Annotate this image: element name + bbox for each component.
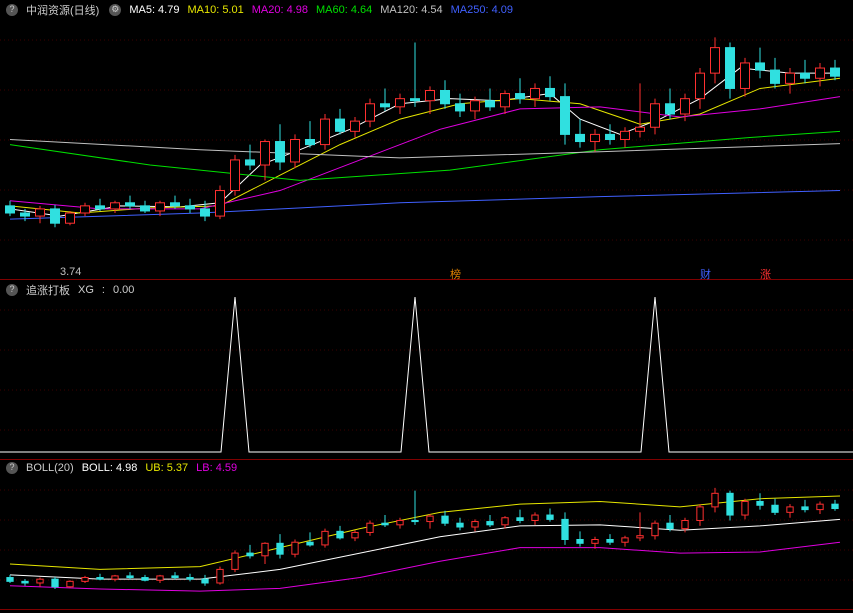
indicator-panel[interactable]: ? 追涨打板 XG: 0.00	[0, 280, 853, 460]
ma-readout: MA5: 4.79 MA10: 5.01 MA20: 4.98 MA60: 4.64 M…	[129, 4, 521, 16]
boll-label-ub: UB: 5.37	[145, 462, 188, 474]
info-icon[interactable]: ?	[6, 462, 18, 474]
ma-label-ma10: MA10: 5.01	[187, 4, 243, 16]
boll-panel[interactable]: ? BOLL(20) BOLL: 4.98 UB: 5.37 LB: 4.59	[0, 460, 853, 610]
boll-header: ? BOLL(20) BOLL: 4.98 UB: 5.37 LB: 4.59	[4, 462, 245, 474]
boll-label-lb: LB: 4.59	[196, 462, 237, 474]
marker-榜: 榜	[450, 266, 461, 282]
boll-svg[interactable]	[0, 460, 853, 610]
boll-title: BOLL(20)	[26, 462, 74, 474]
indicator-xg-label: XG	[78, 284, 94, 296]
main-chart-svg[interactable]	[0, 0, 853, 280]
main-panel-header: ? 中润资源(日线) ⚙ MA5: 4.79 MA10: 5.01 MA20: 4.…	[4, 2, 521, 18]
main-candlestick-panel[interactable]: ? 中润资源(日线) ⚙ MA5: 4.79 MA10: 5.01 MA20: 4.…	[0, 0, 853, 280]
indicator-header: ? 追涨打板 XG: 0.00	[4, 282, 134, 298]
ma-label-ma60: MA60: 4.64	[316, 4, 372, 16]
settings-icon[interactable]: ⚙	[109, 4, 121, 16]
ma-label-ma5: MA5: 4.79	[129, 4, 179, 16]
boll-readout: BOLL: 4.98 UB: 5.37 LB: 4.59	[82, 462, 245, 474]
info-icon[interactable]: ?	[6, 4, 18, 16]
indicator-svg[interactable]	[0, 280, 853, 460]
marker-财: 财	[700, 266, 711, 282]
ma-label-ma120: MA120: 4.54	[380, 4, 442, 16]
ma-label-ma20: MA20: 4.98	[252, 4, 308, 16]
low-price-label: 3.74	[60, 266, 81, 278]
info-icon[interactable]: ?	[6, 284, 18, 296]
ma-label-ma250: MA250: 4.09	[451, 4, 513, 16]
indicator-title: 追涨打板	[26, 282, 70, 298]
boll-label-boll: BOLL: 4.98	[82, 462, 138, 474]
marker-涨: 涨	[760, 266, 771, 282]
indicator-xg-value: 0.00	[113, 284, 134, 296]
stock-title: 中润资源(日线)	[26, 2, 99, 18]
